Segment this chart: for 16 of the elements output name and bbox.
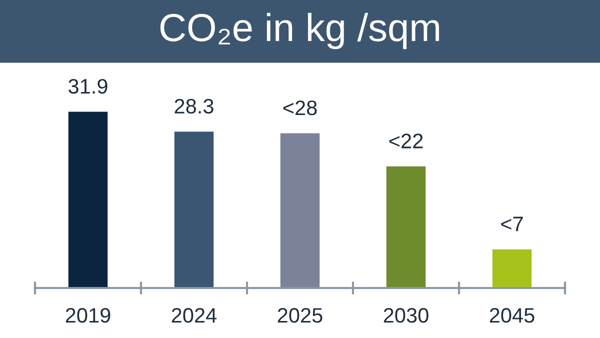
bar [386, 166, 426, 288]
x-tick-label: 2019 [66, 308, 110, 323]
x-tick-label: 2030 [384, 308, 428, 323]
data-label: 28.3 [174, 98, 214, 114]
bar [174, 132, 214, 288]
x-tick-label: 2024 [172, 308, 217, 323]
bar [492, 249, 532, 288]
data-label: <28 [283, 100, 317, 116]
x-tick-label: 2025 [278, 308, 322, 323]
bar [280, 133, 320, 288]
chart-title: CO₂e in kg /sqm [160, 12, 439, 50]
data-label: 31.9 [68, 78, 108, 94]
x-tick-label: 2045 [490, 308, 534, 323]
bar [68, 112, 108, 288]
data-label: <22 [389, 134, 423, 148]
data-label: <7 [501, 216, 523, 232]
